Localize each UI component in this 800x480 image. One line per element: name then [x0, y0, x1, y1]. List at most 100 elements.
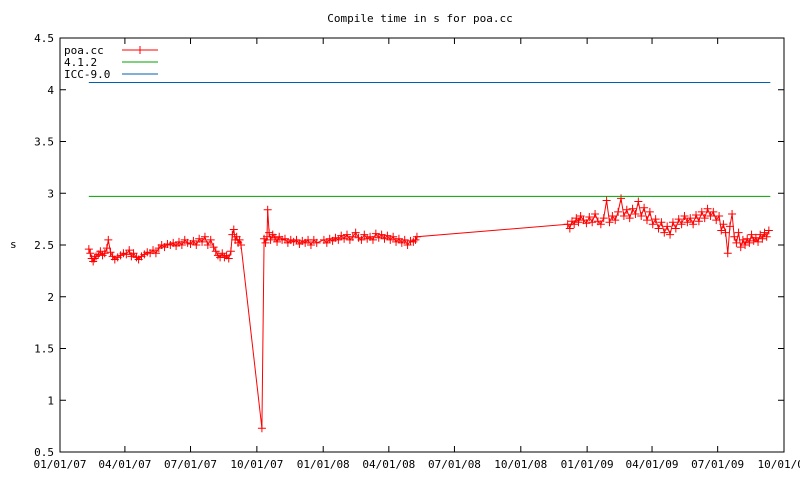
data-point	[383, 231, 392, 240]
x-tick-label: 10/01/08	[494, 458, 547, 471]
y-tick-label: 0.5	[34, 446, 54, 459]
data-point	[322, 238, 331, 247]
y-tick-label: 1.5	[34, 343, 54, 356]
data-point	[172, 242, 181, 251]
data-point	[736, 243, 745, 252]
data-point	[717, 226, 726, 235]
data-point	[585, 213, 594, 222]
data-point	[738, 235, 747, 244]
data-point	[565, 224, 574, 233]
data-point	[745, 238, 754, 247]
data-point	[360, 230, 369, 239]
data-point	[348, 232, 357, 241]
data-point	[189, 236, 198, 245]
data-point	[703, 204, 712, 213]
data-point	[596, 220, 605, 229]
data-point	[572, 214, 581, 223]
data-point	[680, 212, 689, 221]
data-point	[394, 234, 403, 243]
y-tick-label: 3	[47, 187, 54, 200]
y-axis-label: s	[10, 238, 17, 251]
legend-label: poa.cc	[64, 44, 104, 57]
data-point	[220, 253, 229, 262]
data-point	[648, 220, 657, 229]
data-point	[608, 212, 617, 221]
data-point	[263, 205, 272, 214]
data-point	[257, 424, 266, 433]
data-point	[628, 204, 637, 213]
data-point	[100, 249, 109, 258]
data-point	[588, 218, 597, 227]
y-axis: 0.5 1 1.5 2 2.5 3 3.5 4 4.5	[34, 32, 784, 459]
data-point	[273, 237, 282, 246]
y-tick-label: 2	[47, 291, 54, 304]
data-point	[229, 225, 238, 234]
y-tick-label: 4	[47, 84, 54, 97]
data-point	[591, 209, 600, 218]
data-point	[725, 222, 734, 231]
data-point	[340, 234, 349, 243]
data-point	[90, 254, 99, 263]
data-point	[351, 228, 360, 237]
data-point	[280, 234, 289, 243]
data-point	[764, 226, 773, 235]
data-point	[677, 220, 686, 229]
data-point	[228, 230, 237, 239]
data-point	[98, 251, 107, 260]
data-point	[224, 254, 233, 263]
x-tick-label: 10/01/07	[230, 458, 283, 471]
data-point	[645, 207, 654, 216]
data-point	[237, 241, 245, 249]
data-point	[582, 219, 591, 228]
data-point	[605, 218, 614, 227]
data-point	[700, 214, 709, 223]
data-point	[261, 238, 270, 247]
x-tick-label: 04/01/09	[626, 458, 679, 471]
data-point	[599, 214, 608, 223]
data-point	[200, 232, 209, 241]
data-point	[574, 218, 583, 227]
data-point	[694, 217, 703, 226]
data-point	[619, 212, 628, 221]
data-point	[96, 247, 105, 256]
data-point	[218, 249, 227, 258]
legend-marker	[136, 46, 144, 54]
data-point	[403, 241, 412, 249]
data-point	[92, 252, 101, 261]
data-point	[651, 215, 660, 224]
data-point	[266, 235, 275, 244]
x-axis: 01/01/07 04/01/07 07/01/07 10/01/07 01/01/08…	[34, 38, 800, 471]
data-point	[132, 253, 141, 262]
data-point	[611, 216, 620, 225]
data-point	[668, 218, 677, 227]
data-point	[637, 212, 646, 221]
data-point	[747, 230, 756, 239]
data-point	[640, 203, 649, 212]
data-point	[129, 249, 138, 258]
data-point	[721, 228, 730, 237]
data-point	[206, 235, 215, 244]
data-point	[762, 232, 771, 241]
data-point	[343, 230, 352, 239]
data-point	[151, 249, 160, 258]
y-tick-label: 4.5	[34, 32, 54, 45]
data-point	[371, 229, 380, 238]
x-tick-label: 01/01/09	[561, 458, 614, 471]
data-point	[209, 243, 218, 252]
data-point	[734, 228, 743, 237]
x-tick-label: 04/01/08	[362, 458, 415, 471]
data-point	[689, 220, 698, 229]
data-point	[312, 238, 321, 247]
data-point	[177, 241, 186, 249]
data-point	[334, 235, 343, 244]
data-point	[758, 234, 767, 243]
data-point	[602, 196, 611, 205]
data-point	[657, 218, 666, 227]
data-point	[617, 194, 626, 203]
data-point	[377, 230, 386, 239]
data-point	[292, 235, 301, 244]
data-point	[104, 235, 113, 244]
data-point	[84, 245, 93, 254]
data-point	[697, 207, 706, 216]
